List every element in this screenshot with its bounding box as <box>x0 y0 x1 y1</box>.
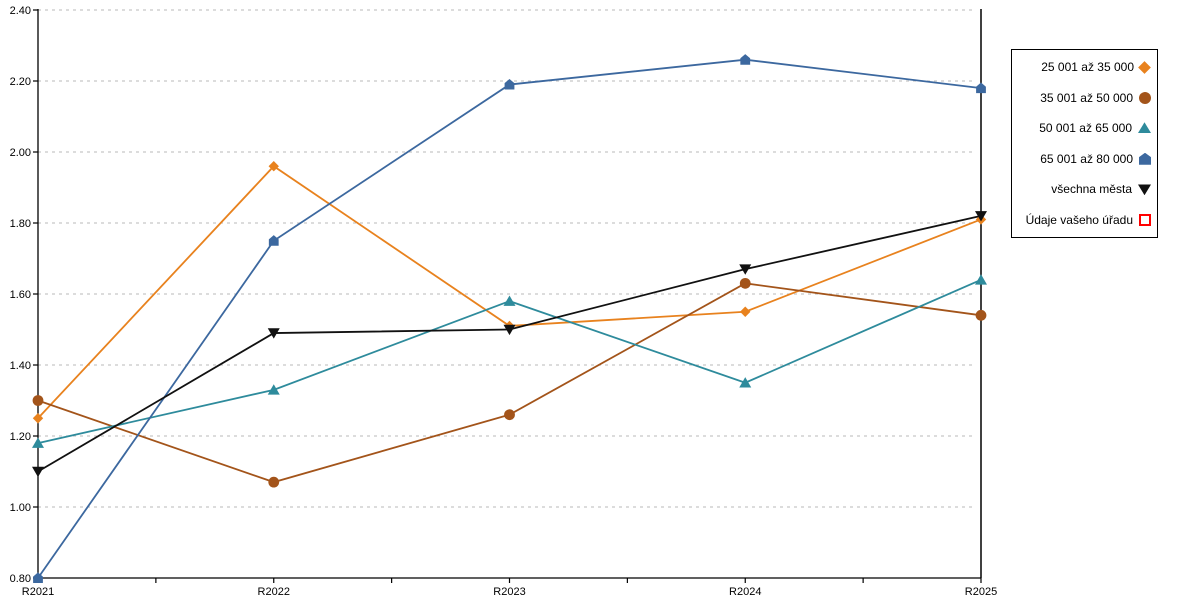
legend-label: 50 001 až 65 000 <box>1039 121 1132 136</box>
series-line <box>37 215 982 473</box>
y-tick-label: 2.20 <box>10 76 31 88</box>
legend-label: všechna města <box>1051 182 1132 197</box>
legend-item: 50 001 až 65 000 <box>1016 121 1151 135</box>
x-tick-label: R2023 <box>493 586 525 598</box>
y-tick-label: 1.60 <box>10 289 31 301</box>
y-tick-label: 2.00 <box>10 147 31 159</box>
data-point-marker <box>739 277 751 289</box>
y-tick-label: 0.80 <box>10 573 31 585</box>
data-point-marker <box>976 82 986 94</box>
data-point-marker <box>268 235 279 246</box>
legend-item: všechna města <box>1016 182 1151 196</box>
legend-label: 35 001 až 50 000 <box>1040 90 1133 105</box>
legend-label: 65 001 až 80 000 <box>1040 151 1133 166</box>
x-tick-label: R2025 <box>965 586 997 598</box>
data-point-marker <box>739 377 752 388</box>
y-tick-label: 1.40 <box>10 360 31 372</box>
data-point-marker <box>740 54 751 65</box>
data-point-marker <box>739 264 752 275</box>
data-point-marker <box>33 572 43 583</box>
legend-label: 25 001 až 35 000 <box>1041 60 1134 75</box>
legend-item: Údaje vašeho úřadu <box>1016 213 1151 227</box>
series-line <box>37 282 982 484</box>
data-point-marker <box>975 309 987 321</box>
legend-item: 65 001 až 80 000 <box>1016 152 1151 166</box>
data-point-marker <box>32 413 44 424</box>
y-tick-label: 2.40 <box>10 5 31 17</box>
data-point-marker <box>975 274 987 285</box>
y-tick-label: 1.20 <box>10 431 31 443</box>
legend-marker-triangle-down-icon <box>1138 184 1151 196</box>
data-point-marker <box>267 384 280 395</box>
data-point-marker <box>32 437 44 448</box>
data-point-marker <box>32 466 44 478</box>
data-point-marker <box>740 306 751 317</box>
x-tick-label: R2022 <box>258 586 290 598</box>
legend: 25 001 až 35 000 35 001 až 50 000 50 001… <box>1011 49 1158 238</box>
data-point-marker <box>268 161 279 172</box>
data-point-marker <box>975 211 987 222</box>
x-tick-label: R2021 <box>22 586 54 598</box>
data-point-marker <box>267 328 280 339</box>
y-tick-label: 1.00 <box>10 502 31 514</box>
data-point-marker <box>268 476 280 488</box>
data-point-marker <box>32 395 44 406</box>
y-tick-label: 1.80 <box>10 218 31 230</box>
x-tick-label: R2024 <box>729 586 761 598</box>
series-line <box>37 165 982 419</box>
legend-item: 25 001 až 35 000 <box>1016 60 1151 74</box>
data-point-marker <box>504 409 515 421</box>
legend-label: Údaje vašeho úřadu <box>1025 212 1133 227</box>
legend-marker-house-icon <box>1139 152 1151 165</box>
data-point-marker <box>503 295 516 306</box>
legend-marker-open-square-icon <box>1139 213 1151 226</box>
legend-marker-diamond-icon <box>1138 60 1151 74</box>
legend-item: 35 001 až 50 000 <box>1016 91 1151 105</box>
data-point-marker <box>504 78 515 90</box>
legend-marker-circle-icon <box>1139 91 1151 104</box>
series-line <box>37 58 982 579</box>
legend-marker-triangle-up-icon <box>1138 122 1151 134</box>
data-point-marker <box>503 324 516 336</box>
